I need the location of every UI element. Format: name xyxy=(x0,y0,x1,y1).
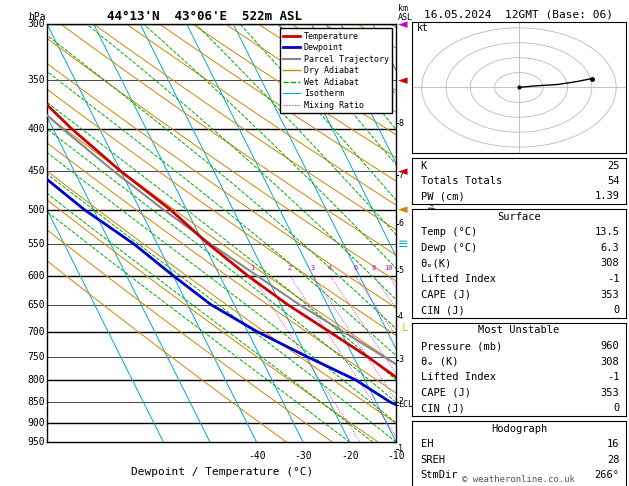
Text: Dewpoint / Temperature (°C): Dewpoint / Temperature (°C) xyxy=(131,468,313,477)
Text: 6.3: 6.3 xyxy=(601,243,620,253)
Text: Totals Totals: Totals Totals xyxy=(421,176,502,186)
Text: EH: EH xyxy=(421,439,433,449)
Text: 0: 0 xyxy=(440,451,446,461)
Text: θₑ(K): θₑ(K) xyxy=(421,259,452,268)
Text: 54: 54 xyxy=(607,176,620,186)
Text: © weatheronline.co.uk: © weatheronline.co.uk xyxy=(462,474,576,484)
Text: 1.39: 1.39 xyxy=(594,191,620,201)
Text: 25: 25 xyxy=(607,161,620,171)
Text: kt: kt xyxy=(417,23,428,33)
Text: 10: 10 xyxy=(484,451,495,461)
Text: 8: 8 xyxy=(398,119,403,128)
Text: 28: 28 xyxy=(607,455,620,465)
Text: hPa: hPa xyxy=(28,12,45,22)
Text: 4: 4 xyxy=(398,312,403,321)
Text: -1: -1 xyxy=(607,274,620,284)
Text: 350: 350 xyxy=(28,75,45,85)
Text: 450: 450 xyxy=(28,166,45,176)
Text: Dewp (°C): Dewp (°C) xyxy=(421,243,477,253)
Text: 10: 10 xyxy=(384,265,392,272)
Text: CIN (J): CIN (J) xyxy=(421,403,464,413)
Text: CAPE (J): CAPE (J) xyxy=(421,388,470,398)
Text: 1: 1 xyxy=(398,444,403,453)
Text: 6: 6 xyxy=(353,265,357,272)
Text: LCL: LCL xyxy=(398,400,413,409)
Text: Lifted Index: Lifted Index xyxy=(421,372,496,382)
Text: └: └ xyxy=(399,325,407,338)
Text: 7: 7 xyxy=(398,171,403,180)
Text: Pressure (mb): Pressure (mb) xyxy=(421,341,502,351)
Text: ◄: ◄ xyxy=(398,74,408,87)
Text: ◄: ◄ xyxy=(398,203,408,216)
Text: 16.05.2024  12GMT (Base: 06): 16.05.2024 12GMT (Base: 06) xyxy=(425,10,613,20)
Text: 0: 0 xyxy=(613,305,620,315)
Text: 700: 700 xyxy=(28,327,45,336)
Text: CAPE (J): CAPE (J) xyxy=(421,290,470,299)
Text: 20: 20 xyxy=(530,451,542,461)
Text: 500: 500 xyxy=(28,205,45,214)
Text: 3: 3 xyxy=(311,265,315,272)
Text: 1: 1 xyxy=(250,265,254,272)
Text: 353: 353 xyxy=(601,290,620,299)
Text: Temp (°C): Temp (°C) xyxy=(421,227,477,237)
Text: Most Unstable: Most Unstable xyxy=(478,326,560,335)
Text: 650: 650 xyxy=(28,300,45,310)
Legend: Temperature, Dewpoint, Parcel Trajectory, Dry Adiabat, Wet Adiabat, Isotherm, Mi: Temperature, Dewpoint, Parcel Trajectory… xyxy=(280,29,392,113)
Text: 2: 2 xyxy=(398,398,403,406)
Text: 2: 2 xyxy=(287,265,292,272)
Text: 900: 900 xyxy=(28,417,45,428)
Text: SREH: SREH xyxy=(421,455,445,465)
Text: 4: 4 xyxy=(328,265,332,272)
Text: 30: 30 xyxy=(577,451,588,461)
Text: Surface: Surface xyxy=(497,212,541,222)
Text: 6: 6 xyxy=(398,219,403,228)
Text: PW (cm): PW (cm) xyxy=(421,191,464,201)
Text: Lifted Index: Lifted Index xyxy=(421,274,496,284)
Text: CIN (J): CIN (J) xyxy=(421,305,464,315)
Text: 300: 300 xyxy=(28,19,45,29)
Text: -10: -10 xyxy=(387,451,405,461)
Text: 16: 16 xyxy=(607,439,620,449)
Text: -40: -40 xyxy=(248,451,265,461)
Text: km
ASL: km ASL xyxy=(398,4,413,22)
Text: 5: 5 xyxy=(398,266,403,275)
Text: 750: 750 xyxy=(28,351,45,362)
Text: 960: 960 xyxy=(601,341,620,351)
Text: 44°13'N  43°06'E  522m ASL: 44°13'N 43°06'E 522m ASL xyxy=(107,10,302,23)
Text: -20: -20 xyxy=(341,451,359,461)
Text: Hodograph: Hodograph xyxy=(491,424,547,434)
Text: 13.5: 13.5 xyxy=(594,227,620,237)
Text: 800: 800 xyxy=(28,375,45,385)
Text: 550: 550 xyxy=(28,239,45,249)
Text: 600: 600 xyxy=(28,271,45,280)
Text: 0: 0 xyxy=(613,403,620,413)
Text: Mixing Ratio (g/kg): Mixing Ratio (g/kg) xyxy=(426,186,436,281)
Text: ≡: ≡ xyxy=(398,238,408,251)
Text: 3: 3 xyxy=(398,355,403,364)
Text: 353: 353 xyxy=(601,388,620,398)
Text: 850: 850 xyxy=(28,397,45,407)
Text: 950: 950 xyxy=(28,437,45,447)
Text: -30: -30 xyxy=(294,451,312,461)
Text: 400: 400 xyxy=(28,123,45,134)
Text: 8: 8 xyxy=(372,265,376,272)
Text: 266°: 266° xyxy=(594,470,620,480)
Text: -1: -1 xyxy=(607,372,620,382)
Text: StmDir: StmDir xyxy=(421,470,458,480)
Text: ◄: ◄ xyxy=(398,18,408,31)
Text: 308: 308 xyxy=(601,259,620,268)
Text: θₑ (K): θₑ (K) xyxy=(421,357,458,366)
Text: 308: 308 xyxy=(601,357,620,366)
Text: K: K xyxy=(421,161,427,171)
Text: ◄: ◄ xyxy=(398,165,408,178)
